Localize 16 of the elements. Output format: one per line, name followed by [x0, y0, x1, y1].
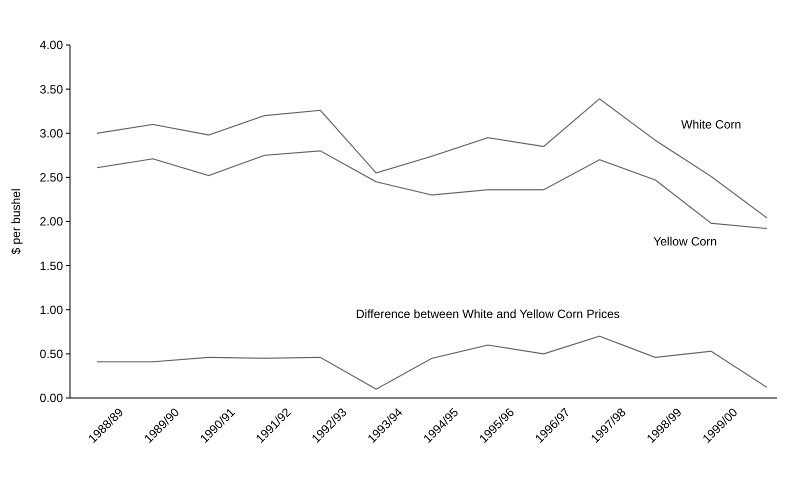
y-tick-label: 4.00 [40, 38, 64, 52]
y-tick-label: 1.00 [40, 302, 64, 317]
line-series [96, 150, 768, 230]
series-label: Difference between White and Yellow Corn Prices [356, 307, 620, 322]
y-tick-label: 1.50 [40, 258, 64, 273]
line-series [96, 336, 768, 390]
y-tick-label: 3.50 [40, 82, 64, 96]
y-tick-label: 2.00 [40, 214, 64, 229]
y-tick-label: 2.50 [40, 170, 64, 185]
y-axis-title: $ per bushel [9, 188, 23, 255]
series-label: White Corn [681, 117, 742, 132]
y-tick-label: 0.50 [40, 347, 64, 362]
y-tick-label: 0.00 [40, 391, 64, 406]
y-tick-label: 3.00 [40, 126, 64, 140]
series-label: Yellow Corn [653, 234, 717, 248]
line-series [96, 98, 768, 219]
